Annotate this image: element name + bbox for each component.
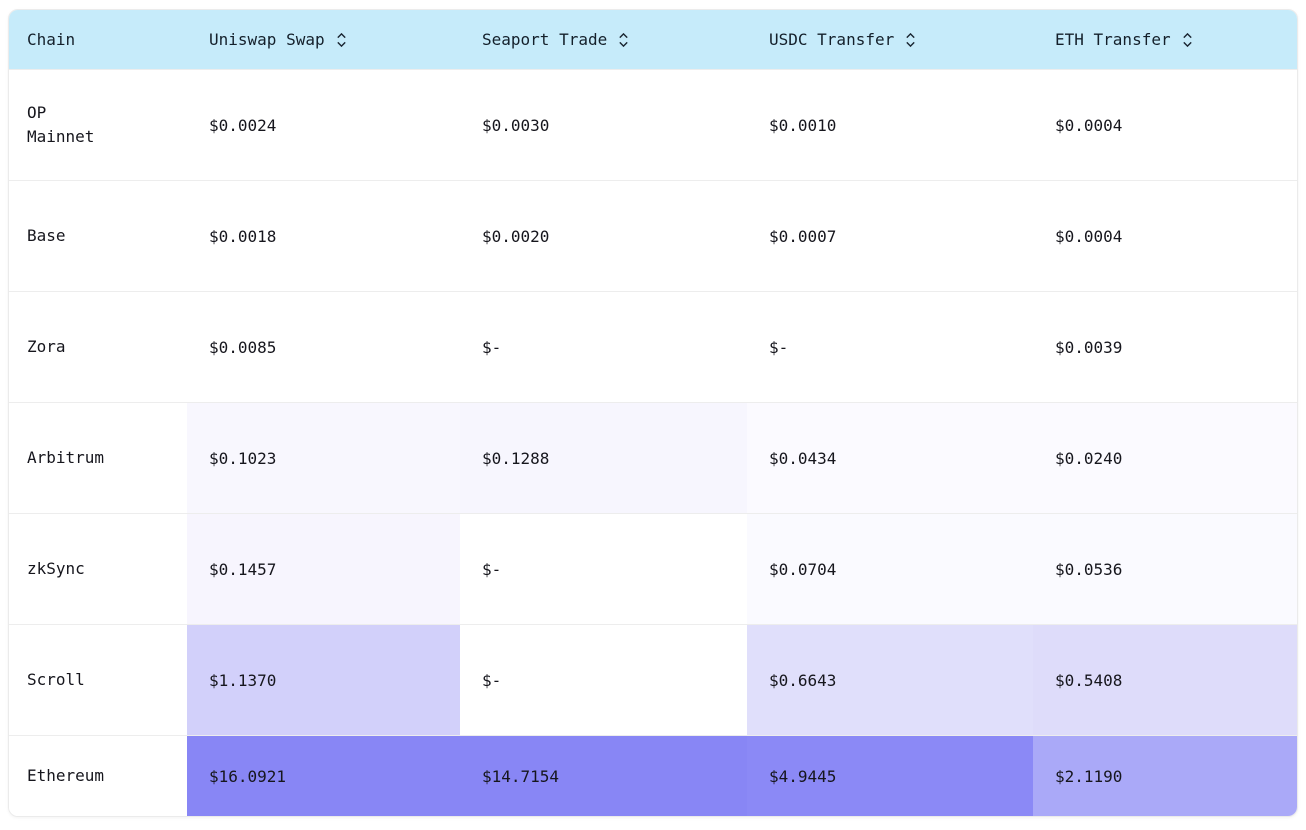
fee-value: $0.0024 <box>209 115 277 135</box>
fee-cell-uniswap: $0.0085 <box>187 292 460 402</box>
fee-cell-seaport: $0.0020 <box>460 181 747 291</box>
sort-icon[interactable] <box>1182 32 1193 48</box>
table-row-zksync: zkSync $0.1457 $- $0.0704 $0.0536 <box>9 513 1297 624</box>
fee-value: $0.0018 <box>209 226 277 246</box>
fee-cell-eth: $0.0004 <box>1033 181 1297 291</box>
fee-value: $- <box>482 559 502 579</box>
fee-cell-uniswap: $0.1023 <box>187 403 460 513</box>
fee-cell-usdc: $- <box>747 292 1033 402</box>
fee-cell-eth: $0.0004 <box>1033 70 1297 180</box>
header-label-seaport-trade: Seaport Trade <box>482 30 608 49</box>
chain-label: Base <box>27 226 66 245</box>
fee-cell-seaport: $14.7154 <box>460 736 747 816</box>
table-row-ethereum: Ethereum $16.0921 $14.7154 $4.9445 $2.11… <box>9 735 1297 816</box>
fees-table: Chain Uniswap Swap Seaport Trade USDC Tr… <box>8 9 1298 817</box>
chain-label: Scroll <box>27 670 85 689</box>
fee-cell-uniswap: $0.0018 <box>187 181 460 291</box>
fee-cell-usdc: $0.0010 <box>747 70 1033 180</box>
chain-cell: Zora <box>9 292 187 402</box>
chain-cell: Scroll <box>9 625 187 735</box>
fee-cell-usdc: $0.0434 <box>747 403 1033 513</box>
fee-cell-eth: $0.5408 <box>1033 625 1297 735</box>
fee-value: $0.0434 <box>769 448 837 468</box>
sort-icon[interactable] <box>618 32 629 48</box>
chain-label: OP Mainnet <box>27 103 95 146</box>
header-cell-chain: Chain <box>9 10 187 69</box>
fee-value: $- <box>769 337 789 357</box>
fee-value: $0.0004 <box>1055 226 1123 246</box>
fee-cell-eth: $0.0039 <box>1033 292 1297 402</box>
chain-label: zkSync <box>27 559 85 578</box>
chain-label: Zora <box>27 337 66 356</box>
chain-label: Ethereum <box>27 766 105 785</box>
table-header: Chain Uniswap Swap Seaport Trade USDC Tr… <box>9 10 1297 69</box>
fee-value: $- <box>482 670 502 690</box>
fee-value: $0.0007 <box>769 226 837 246</box>
chain-cell: Ethereum <box>9 736 187 816</box>
chain-cell: Arbitrum <box>9 403 187 513</box>
fee-cell-uniswap: $0.1457 <box>187 514 460 624</box>
fee-cell-uniswap: $16.0921 <box>187 736 460 816</box>
header-cell-uniswap-swap[interactable]: Uniswap Swap <box>187 10 460 69</box>
fee-value: $0.0010 <box>769 115 837 135</box>
fee-value: $1.1370 <box>209 670 277 690</box>
table-row-op-mainnet: OP Mainnet $0.0024 $0.0030 $0.0010 $0.00… <box>9 69 1297 180</box>
table-row-arbitrum: Arbitrum $0.1023 $0.1288 $0.0434 $0.0240 <box>9 402 1297 513</box>
fee-value: $0.5408 <box>1055 670 1123 690</box>
chain-label: Arbitrum <box>27 448 105 467</box>
fee-value: $0.0085 <box>209 337 277 357</box>
sort-icon[interactable] <box>905 32 916 48</box>
fee-value: $0.0536 <box>1055 559 1123 579</box>
fee-value: $2.1190 <box>1055 766 1123 786</box>
fee-value: $- <box>482 337 502 357</box>
fee-cell-seaport: $- <box>460 514 747 624</box>
fee-cell-seaport: $0.0030 <box>460 70 747 180</box>
fee-cell-seaport: $0.1288 <box>460 403 747 513</box>
fee-cell-eth: $0.0240 <box>1033 403 1297 513</box>
header-cell-usdc-transfer[interactable]: USDC Transfer <box>747 10 1033 69</box>
fee-cell-seaport: $- <box>460 292 747 402</box>
header-label-eth-transfer: ETH Transfer <box>1055 30 1171 49</box>
chain-cell: OP Mainnet <box>9 70 187 180</box>
header-label-uniswap-swap: Uniswap Swap <box>209 30 325 49</box>
chain-cell: Base <box>9 181 187 291</box>
fee-value: $0.6643 <box>769 670 837 690</box>
fee-cell-uniswap: $0.0024 <box>187 70 460 180</box>
chain-cell: zkSync <box>9 514 187 624</box>
fee-value: $0.1457 <box>209 559 277 579</box>
fee-cell-usdc: $0.6643 <box>747 625 1033 735</box>
header-label-chain: Chain <box>27 30 76 49</box>
header-cell-eth-transfer[interactable]: ETH Transfer <box>1033 10 1297 69</box>
fee-cell-seaport: $- <box>460 625 747 735</box>
fee-cell-usdc: $0.0007 <box>747 181 1033 291</box>
fee-cell-usdc: $4.9445 <box>747 736 1033 816</box>
fee-cell-usdc: $0.0704 <box>747 514 1033 624</box>
fee-value: $0.0240 <box>1055 448 1123 468</box>
fee-value: $0.1288 <box>482 448 550 468</box>
fee-cell-eth: $2.1190 <box>1033 736 1297 816</box>
fee-value: $0.0004 <box>1055 115 1123 135</box>
fee-value: $16.0921 <box>209 766 287 786</box>
header-label-usdc-transfer: USDC Transfer <box>769 30 895 49</box>
table-row-base: Base $0.0018 $0.0020 $0.0007 $0.0004 <box>9 180 1297 291</box>
table-row-zora: Zora $0.0085 $- $- $0.0039 <box>9 291 1297 402</box>
fee-value: $0.0039 <box>1055 337 1123 357</box>
header-cell-seaport-trade[interactable]: Seaport Trade <box>460 10 747 69</box>
fee-cell-uniswap: $1.1370 <box>187 625 460 735</box>
fee-value: $0.1023 <box>209 448 277 468</box>
fee-value: $0.0704 <box>769 559 837 579</box>
fee-cell-eth: $0.0536 <box>1033 514 1297 624</box>
fee-value: $0.0030 <box>482 115 550 135</box>
table-row-scroll: Scroll $1.1370 $- $0.6643 $0.5408 <box>9 624 1297 735</box>
fee-value: $0.0020 <box>482 226 550 246</box>
fee-value: $4.9445 <box>769 766 837 786</box>
sort-icon[interactable] <box>336 32 347 48</box>
fee-value: $14.7154 <box>482 766 560 786</box>
